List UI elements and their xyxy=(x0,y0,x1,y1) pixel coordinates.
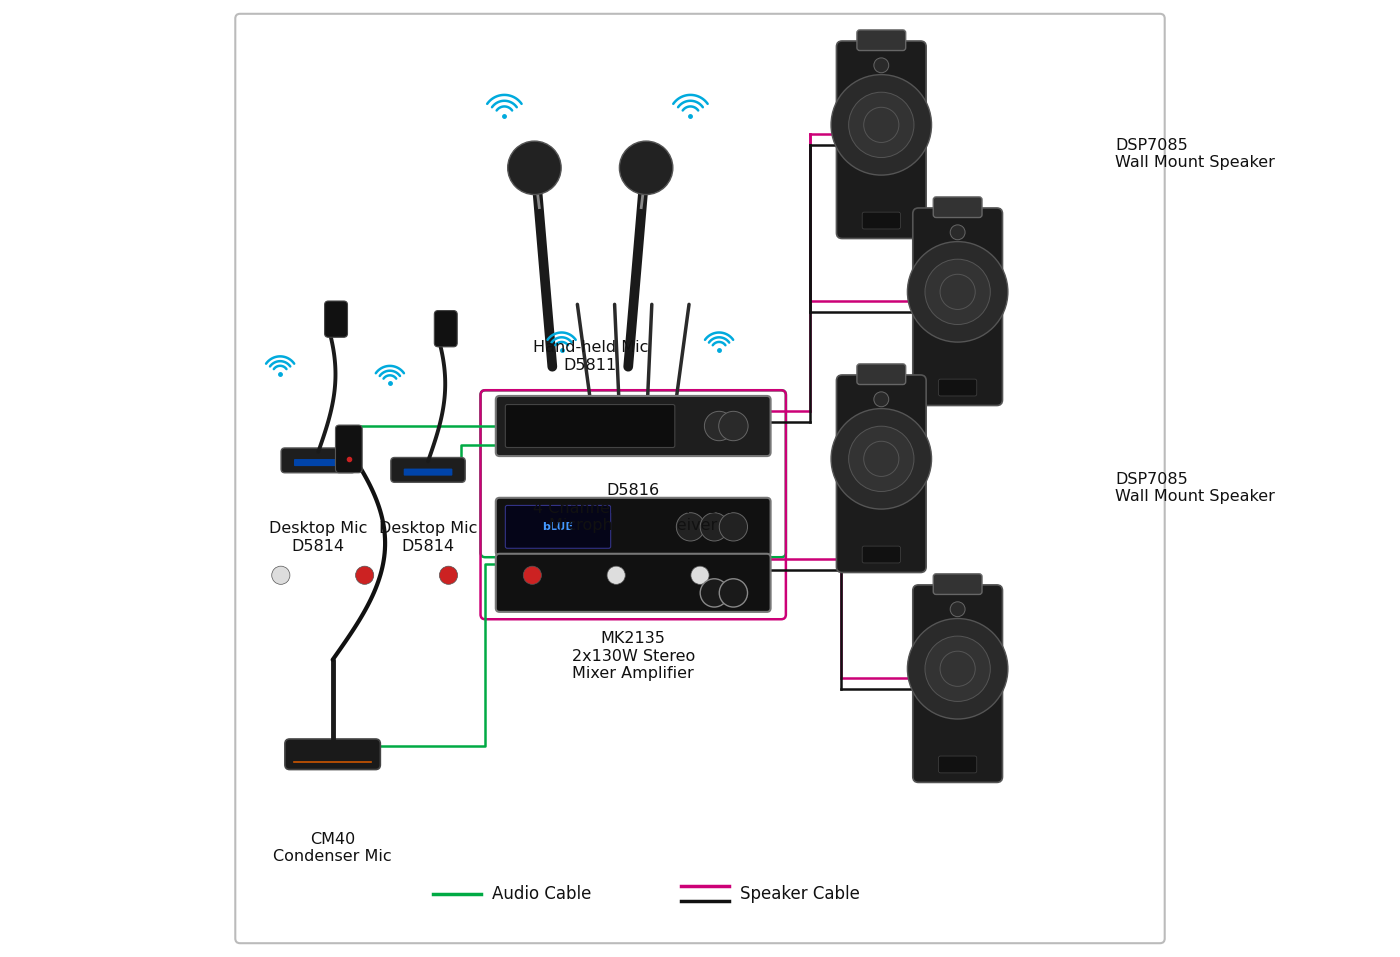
Circle shape xyxy=(874,391,889,407)
Circle shape xyxy=(848,426,914,492)
Circle shape xyxy=(700,579,728,607)
FancyBboxPatch shape xyxy=(496,498,770,556)
FancyBboxPatch shape xyxy=(505,505,610,548)
Circle shape xyxy=(720,579,748,607)
FancyBboxPatch shape xyxy=(862,546,900,563)
Text: DSP7085
Wall Mount Speaker: DSP7085 Wall Mount Speaker xyxy=(1114,138,1275,170)
FancyBboxPatch shape xyxy=(434,311,458,346)
Circle shape xyxy=(700,513,728,541)
Circle shape xyxy=(104,567,122,585)
Text: Desktop Mic
D5814: Desktop Mic D5814 xyxy=(269,522,367,554)
FancyBboxPatch shape xyxy=(403,469,452,476)
Circle shape xyxy=(188,567,206,585)
Text: Desktop Mic
D5814: Desktop Mic D5814 xyxy=(379,522,477,554)
Circle shape xyxy=(718,412,748,441)
Circle shape xyxy=(864,441,899,477)
FancyBboxPatch shape xyxy=(836,41,927,238)
FancyBboxPatch shape xyxy=(836,375,927,572)
FancyBboxPatch shape xyxy=(862,212,900,229)
Circle shape xyxy=(939,651,976,686)
FancyBboxPatch shape xyxy=(913,208,1002,406)
Circle shape xyxy=(951,225,965,240)
Circle shape xyxy=(272,567,290,585)
Circle shape xyxy=(907,618,1008,719)
Circle shape xyxy=(508,141,561,194)
Circle shape xyxy=(832,409,931,509)
Circle shape xyxy=(925,636,990,701)
Circle shape xyxy=(864,107,899,143)
FancyBboxPatch shape xyxy=(391,457,465,482)
Text: bLUE: bLUE xyxy=(542,522,574,532)
FancyBboxPatch shape xyxy=(913,585,1002,783)
Text: Speaker Cable: Speaker Cable xyxy=(741,884,860,902)
Circle shape xyxy=(907,241,1008,342)
FancyBboxPatch shape xyxy=(934,574,981,594)
Text: MK2135
2x130W Stereo
Mixer Amplifier: MK2135 2x130W Stereo Mixer Amplifier xyxy=(571,632,694,681)
Text: CM40
Condenser Mic: CM40 Condenser Mic xyxy=(273,832,392,864)
Text: DSP7085
Wall Mount Speaker: DSP7085 Wall Mount Speaker xyxy=(1114,472,1275,504)
Circle shape xyxy=(356,567,374,585)
FancyBboxPatch shape xyxy=(496,554,770,612)
Circle shape xyxy=(619,141,673,194)
FancyBboxPatch shape xyxy=(294,459,343,466)
Circle shape xyxy=(720,513,748,541)
Circle shape xyxy=(874,57,889,73)
Text: D5816
4 Channels UHF Wireless
Microphone Receiver: D5816 4 Channels UHF Wireless Microphone… xyxy=(533,483,734,533)
Circle shape xyxy=(692,567,708,585)
Text: Audio Cable: Audio Cable xyxy=(491,884,591,902)
Circle shape xyxy=(608,567,626,585)
FancyBboxPatch shape xyxy=(938,379,977,396)
FancyBboxPatch shape xyxy=(336,425,363,473)
FancyBboxPatch shape xyxy=(934,197,981,217)
Text: Hand-held Mic
D5811: Hand-held Mic D5811 xyxy=(532,340,648,372)
Circle shape xyxy=(676,513,704,541)
FancyBboxPatch shape xyxy=(505,405,675,448)
Circle shape xyxy=(440,567,458,585)
FancyBboxPatch shape xyxy=(938,756,977,773)
Circle shape xyxy=(524,567,542,585)
FancyBboxPatch shape xyxy=(496,396,770,456)
Circle shape xyxy=(832,75,931,175)
Circle shape xyxy=(951,602,965,616)
Circle shape xyxy=(848,92,914,158)
Circle shape xyxy=(704,412,734,441)
FancyBboxPatch shape xyxy=(857,30,906,51)
FancyBboxPatch shape xyxy=(857,364,906,385)
FancyBboxPatch shape xyxy=(325,301,347,337)
Circle shape xyxy=(925,259,990,324)
FancyBboxPatch shape xyxy=(281,448,356,473)
FancyBboxPatch shape xyxy=(286,739,381,769)
Circle shape xyxy=(939,275,976,309)
